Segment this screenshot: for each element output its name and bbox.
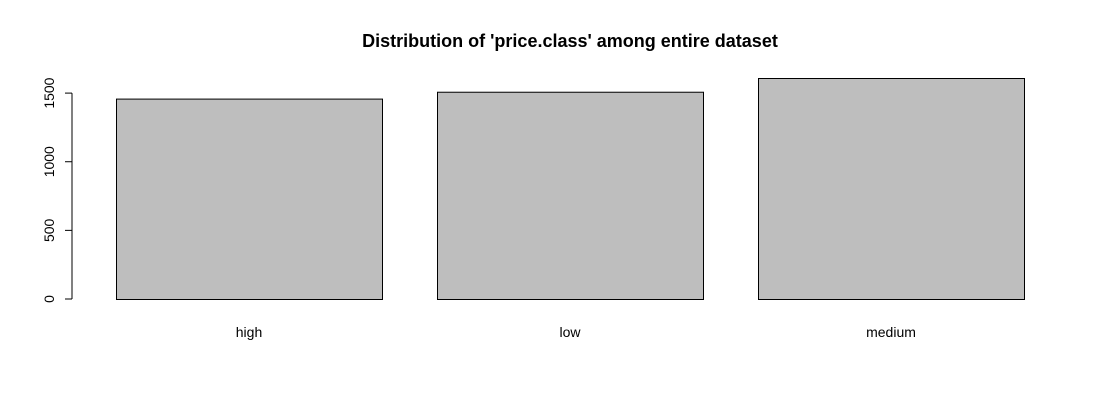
x-axis-labels: high low medium	[236, 324, 916, 340]
x-category-label: medium	[866, 324, 916, 340]
bar-medium	[758, 78, 1025, 300]
x-category-label: low	[559, 324, 581, 340]
y-axis: 0 500 1000 1500	[41, 77, 73, 303]
y-tick-label: 1500	[41, 77, 57, 108]
bar-low	[437, 91, 704, 300]
bars-group	[116, 78, 1025, 301]
chart-title: Distribution of 'price.class' among enti…	[362, 31, 778, 51]
y-tick-label: 0	[41, 295, 57, 303]
y-tick-label: 500	[41, 218, 57, 242]
y-tick-label: 1000	[41, 146, 57, 177]
x-category-label: high	[236, 324, 262, 340]
bar-high	[116, 98, 383, 301]
